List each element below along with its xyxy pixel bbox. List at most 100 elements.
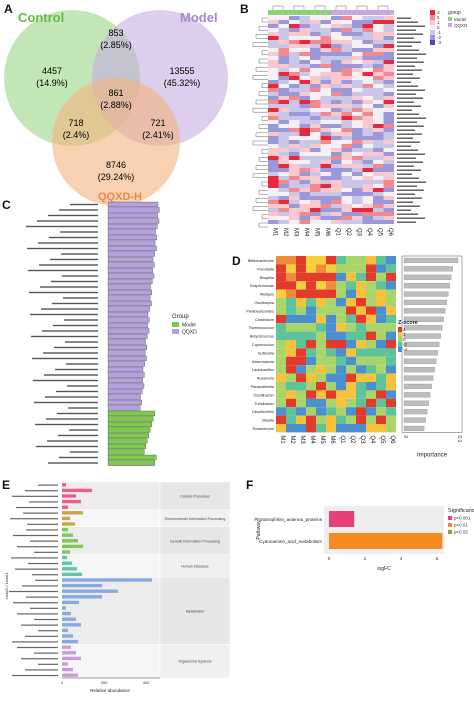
heatmap-cell — [362, 212, 373, 216]
lda-bar-qqxd — [107, 284, 151, 290]
heatmap-d-cell — [376, 264, 386, 273]
heatmap-cell — [383, 64, 394, 68]
heatmap-cell — [320, 96, 331, 100]
heatmap-cell — [352, 176, 363, 180]
lda-bar-qqxd — [107, 229, 156, 235]
heatmap-cell — [341, 56, 352, 60]
heatmap-cell — [289, 28, 300, 32]
heatmap-cell — [320, 168, 331, 172]
heatmap-cell — [362, 32, 373, 36]
heatmap-cell — [299, 92, 310, 96]
heatmap-d-cell — [326, 256, 336, 265]
heatmap-cell — [278, 32, 289, 36]
heatmap-cell — [383, 24, 394, 28]
heatmap-cell — [373, 92, 384, 96]
heatmap-d-cell — [386, 373, 396, 382]
heatmap-cell — [362, 56, 373, 60]
pathway-row-label — [21, 658, 58, 660]
heatmap-d-column-label: Q2 — [349, 435, 355, 444]
heatmap-d-cell — [346, 390, 356, 399]
importance-bar — [403, 316, 444, 322]
heatmap-d-cell — [356, 365, 366, 374]
heatmap-d-cell — [336, 306, 346, 315]
heatmap-cell — [383, 200, 394, 204]
heatmap-cell — [373, 84, 384, 88]
pathway-bar — [62, 628, 68, 633]
heatmap-d-cell — [386, 398, 396, 408]
zscore-legend-title: Z-score — [398, 320, 418, 326]
pathway-abundance-chart: Cellular Processes Environmental Informat… — [4, 481, 231, 693]
heatmap-cell — [299, 108, 310, 112]
heatmap-cell — [278, 124, 289, 128]
importance-bar — [403, 257, 459, 264]
heatmap-d-cell — [306, 373, 316, 382]
heatmap-cell — [299, 124, 310, 128]
heatmap-cell — [362, 184, 373, 188]
heatmap-cell — [373, 64, 384, 68]
heatmap-d-cell — [346, 256, 356, 265]
heatmap-cell — [383, 208, 394, 212]
heatmap-cell — [299, 176, 310, 180]
heatmap-d-cell — [276, 365, 286, 374]
lda-bar-model — [107, 438, 148, 444]
lda-bar-model — [107, 443, 146, 450]
lda-feature-label — [27, 247, 98, 250]
heatmap-d-cell — [276, 289, 286, 298]
group-bar-cell — [289, 10, 300, 15]
heatmap-cell — [310, 148, 321, 152]
heatmap-d-cell — [386, 298, 396, 307]
pathway-category-label: Metabolism — [186, 609, 204, 613]
row-label-text — [397, 37, 414, 39]
heatmap-d-cell — [296, 340, 306, 349]
heatmap-cell — [268, 104, 279, 108]
row-label-text — [397, 113, 419, 115]
heatmap-cell — [299, 36, 310, 40]
heatmap-cell — [320, 192, 331, 196]
heatmap-d-cell — [356, 272, 366, 282]
heatmap-d-cell — [306, 272, 316, 282]
heatmap-cell — [268, 200, 279, 204]
lda-bar-qqxd — [107, 256, 154, 263]
heatmap-cell — [362, 192, 373, 196]
heatmap-cell — [373, 56, 384, 60]
venn-pct-cq: (2.4%) — [63, 130, 90, 140]
lda-feature-label — [42, 330, 98, 332]
heatmap-d-cell — [336, 382, 346, 391]
row-label-text — [397, 53, 426, 55]
heatmap-cell — [278, 204, 289, 208]
heatmap-cell — [362, 196, 373, 200]
heatmap-d-cell — [366, 382, 376, 391]
heatmap-d-cell — [296, 256, 306, 265]
heatmap-d-cell — [276, 390, 286, 399]
heatmap-cell — [268, 72, 279, 76]
heatmap-cell — [289, 84, 300, 88]
heatmap-d-cell — [296, 365, 306, 374]
heatmap-cell — [352, 204, 363, 208]
heatmap-cell — [278, 192, 289, 196]
importance-bar — [403, 291, 449, 297]
logfc-legend-label: p<0.05 — [454, 530, 468, 535]
heatmap-d-row-label: Clostridium — [255, 318, 274, 322]
heatmap-d-cell — [386, 340, 396, 349]
pathway-row-label — [11, 557, 58, 559]
heatmap-cell — [383, 128, 394, 132]
heatmap-cell — [331, 124, 342, 128]
heatmap-cell — [341, 188, 352, 192]
heatmap-cell — [289, 168, 300, 172]
heatmap-cell — [373, 52, 384, 56]
heatmap-cell — [299, 104, 310, 108]
heatmap-cell — [310, 92, 321, 96]
heatmap-d-cell — [376, 272, 386, 282]
heatmap-cell — [352, 128, 363, 132]
heatmap-cell — [341, 216, 352, 220]
lda-bar-qqxd — [107, 333, 148, 340]
heatmap-cell — [310, 108, 321, 112]
lda-feature-label — [48, 462, 98, 464]
heatmap-d-cell — [346, 356, 356, 366]
heatmap-cell — [341, 196, 352, 200]
heatmap-d-cell — [276, 398, 286, 408]
heatmap-d-cell — [286, 298, 296, 307]
column-label: M5 — [313, 228, 319, 237]
lda-bar-qqxd — [107, 251, 155, 257]
